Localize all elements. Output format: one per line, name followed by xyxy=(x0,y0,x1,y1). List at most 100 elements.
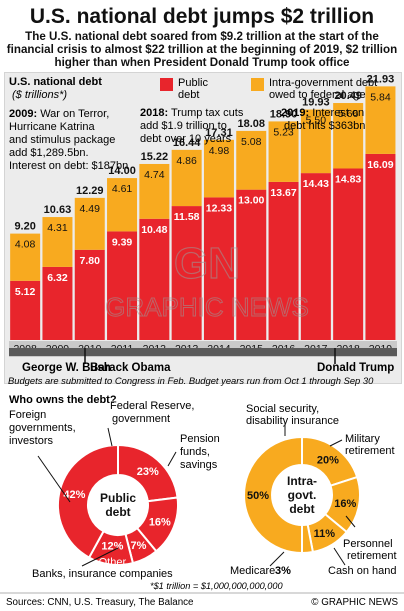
legend-swatch-intra xyxy=(251,78,264,91)
annotation-2009: 2009: War on Terror, Hurricane Katrina a… xyxy=(9,108,128,172)
legend-swatch-public xyxy=(160,78,173,91)
label-public-value: 9.39 xyxy=(112,236,133,248)
label-total-value: 21.93 xyxy=(367,73,395,85)
label-total-value: 19.93 xyxy=(302,97,330,109)
donut-slice xyxy=(57,443,119,559)
legend-public-line: Public xyxy=(178,77,208,89)
label-line: Federal Reserve, xyxy=(110,400,194,412)
subtitle-line: The U.S. national debt soared from $9.2 … xyxy=(25,30,379,43)
bar-intra xyxy=(171,149,202,207)
label-intra-value: 5.23 xyxy=(273,126,294,138)
chart-title: U.S. national debt xyxy=(9,76,102,88)
label-public-value: 13.00 xyxy=(238,195,264,207)
label-total-value: 20.49 xyxy=(334,90,362,102)
page-title: U.S. national debt jumps $2 trillion xyxy=(29,5,375,28)
president-bush: George W. Bush xyxy=(22,362,111,374)
bar-public xyxy=(171,206,202,340)
label-line: disability insurance xyxy=(246,415,339,427)
donut-slice-label: 20% xyxy=(317,454,339,466)
annotation-rest: Trump tax cuts xyxy=(168,107,244,119)
bar-public xyxy=(107,231,138,340)
bar-intra xyxy=(107,178,138,232)
annotation-line: Interest on debt: $187bn xyxy=(9,160,128,172)
public-donut-center-label: debt xyxy=(105,505,130,519)
donut-slice xyxy=(243,435,303,555)
label-total-value: 18.08 xyxy=(237,118,265,130)
legend-public-line: debt xyxy=(178,89,199,101)
leader-line xyxy=(333,547,346,566)
president-obama: Barack Obama xyxy=(90,362,171,374)
donut-slice-sublabel: Other xyxy=(99,557,127,569)
bar-intra xyxy=(10,233,41,281)
intra-donut-center-label: govt. xyxy=(288,488,317,502)
annotation-line: debt over 10 years xyxy=(140,133,232,145)
label-intra-value: 4.61 xyxy=(112,183,133,195)
bar-intra xyxy=(268,121,299,182)
bar-public xyxy=(74,249,105,340)
bar-public xyxy=(236,189,267,340)
watermark-text: GRAPHIC NEWS xyxy=(105,292,309,322)
label-total-value: 18.90 xyxy=(270,108,298,120)
intra-donut-center-label: Intra- xyxy=(287,474,317,488)
annotation-line: debt hits $363bn xyxy=(284,120,365,132)
label-intra-value: 5.50 xyxy=(306,115,327,127)
label-line: government xyxy=(112,413,170,425)
label-medicare: Medicare xyxy=(230,565,275,577)
footer-credit: © GRAPHIC NEWS xyxy=(311,597,398,608)
label-line: savings xyxy=(180,459,218,471)
label-line: Foreign xyxy=(9,409,46,421)
donut-slice-label: 50% xyxy=(247,490,269,502)
label-line: retirement xyxy=(347,550,397,562)
bar-public xyxy=(333,168,364,340)
label-line: Pension xyxy=(180,433,220,445)
bar-public xyxy=(139,218,170,340)
bar-intra xyxy=(74,197,105,250)
annotation-line: 2018: Trump tax cuts xyxy=(140,107,244,119)
leader-lines xyxy=(37,423,356,567)
label-line: funds, xyxy=(180,446,210,458)
label-line: Military xyxy=(345,433,380,445)
leader-line xyxy=(81,547,119,567)
label-social: Social security, disability insurance xyxy=(246,403,339,427)
annotation-year: 2009: xyxy=(9,108,37,120)
label-line: Personnel xyxy=(343,538,393,550)
footer-sources: Sources: CNN, U.S. Treasury, The Balance xyxy=(6,597,194,608)
label-total-value: 9.20 xyxy=(14,221,35,233)
label-intra-value: 5.84 xyxy=(370,91,391,103)
footnote: *$1 trillion = $1,000,000,000,000 xyxy=(150,581,283,591)
donut-charts-group: 23%16%7%12%42%Other20%16%11%50%Publicdeb… xyxy=(57,435,361,569)
leader-line xyxy=(329,439,343,447)
annotation-line: add $1.9 trillion to xyxy=(140,120,227,132)
subtitle-line: financial crisis to almost $22 trillion … xyxy=(6,43,398,56)
bar-intra xyxy=(236,130,267,190)
label-line: investors xyxy=(9,435,54,447)
label-intra-value: 4.74 xyxy=(144,169,165,181)
bar-public xyxy=(10,280,41,340)
leader-line xyxy=(167,451,177,467)
label-line: retirement xyxy=(345,445,395,457)
label-intra-value: 5.08 xyxy=(241,136,262,148)
label-intra-value: 4.49 xyxy=(80,203,101,215)
label-public-value: 10.48 xyxy=(141,224,167,236)
label-public-value: 6.32 xyxy=(47,272,68,284)
label-pension: Pension funds, savings xyxy=(180,433,223,471)
label-intra-value: 5.66 xyxy=(338,108,359,120)
donut-slice-label: 16% xyxy=(149,517,171,529)
label-line: Social security, xyxy=(246,403,319,415)
watermark-logo: GN xyxy=(174,239,240,288)
label-public-value: 12.33 xyxy=(206,202,232,214)
legend-public-label: Public debt xyxy=(178,77,211,101)
label-public-value: 5.12 xyxy=(15,286,36,298)
bar-public xyxy=(300,173,331,340)
label-military: Military retirement xyxy=(345,433,395,457)
legend-intra-line: owed to federal agencies xyxy=(269,89,392,101)
label-public-value: 7.80 xyxy=(80,255,101,267)
donut-slice-label: 7% xyxy=(130,540,146,552)
label-intra-value: 4.31 xyxy=(47,222,68,234)
intra-debt-donut: 20% 16% 11% 50% xyxy=(243,435,361,555)
y-axis-label: ($ trillions*) xyxy=(12,89,67,101)
donut-slice-label: 12% xyxy=(101,541,123,553)
annotation-2018: 2018: Trump tax cuts add $1.9 trillion t… xyxy=(140,107,244,145)
annotation-year: 2019: xyxy=(281,107,309,119)
